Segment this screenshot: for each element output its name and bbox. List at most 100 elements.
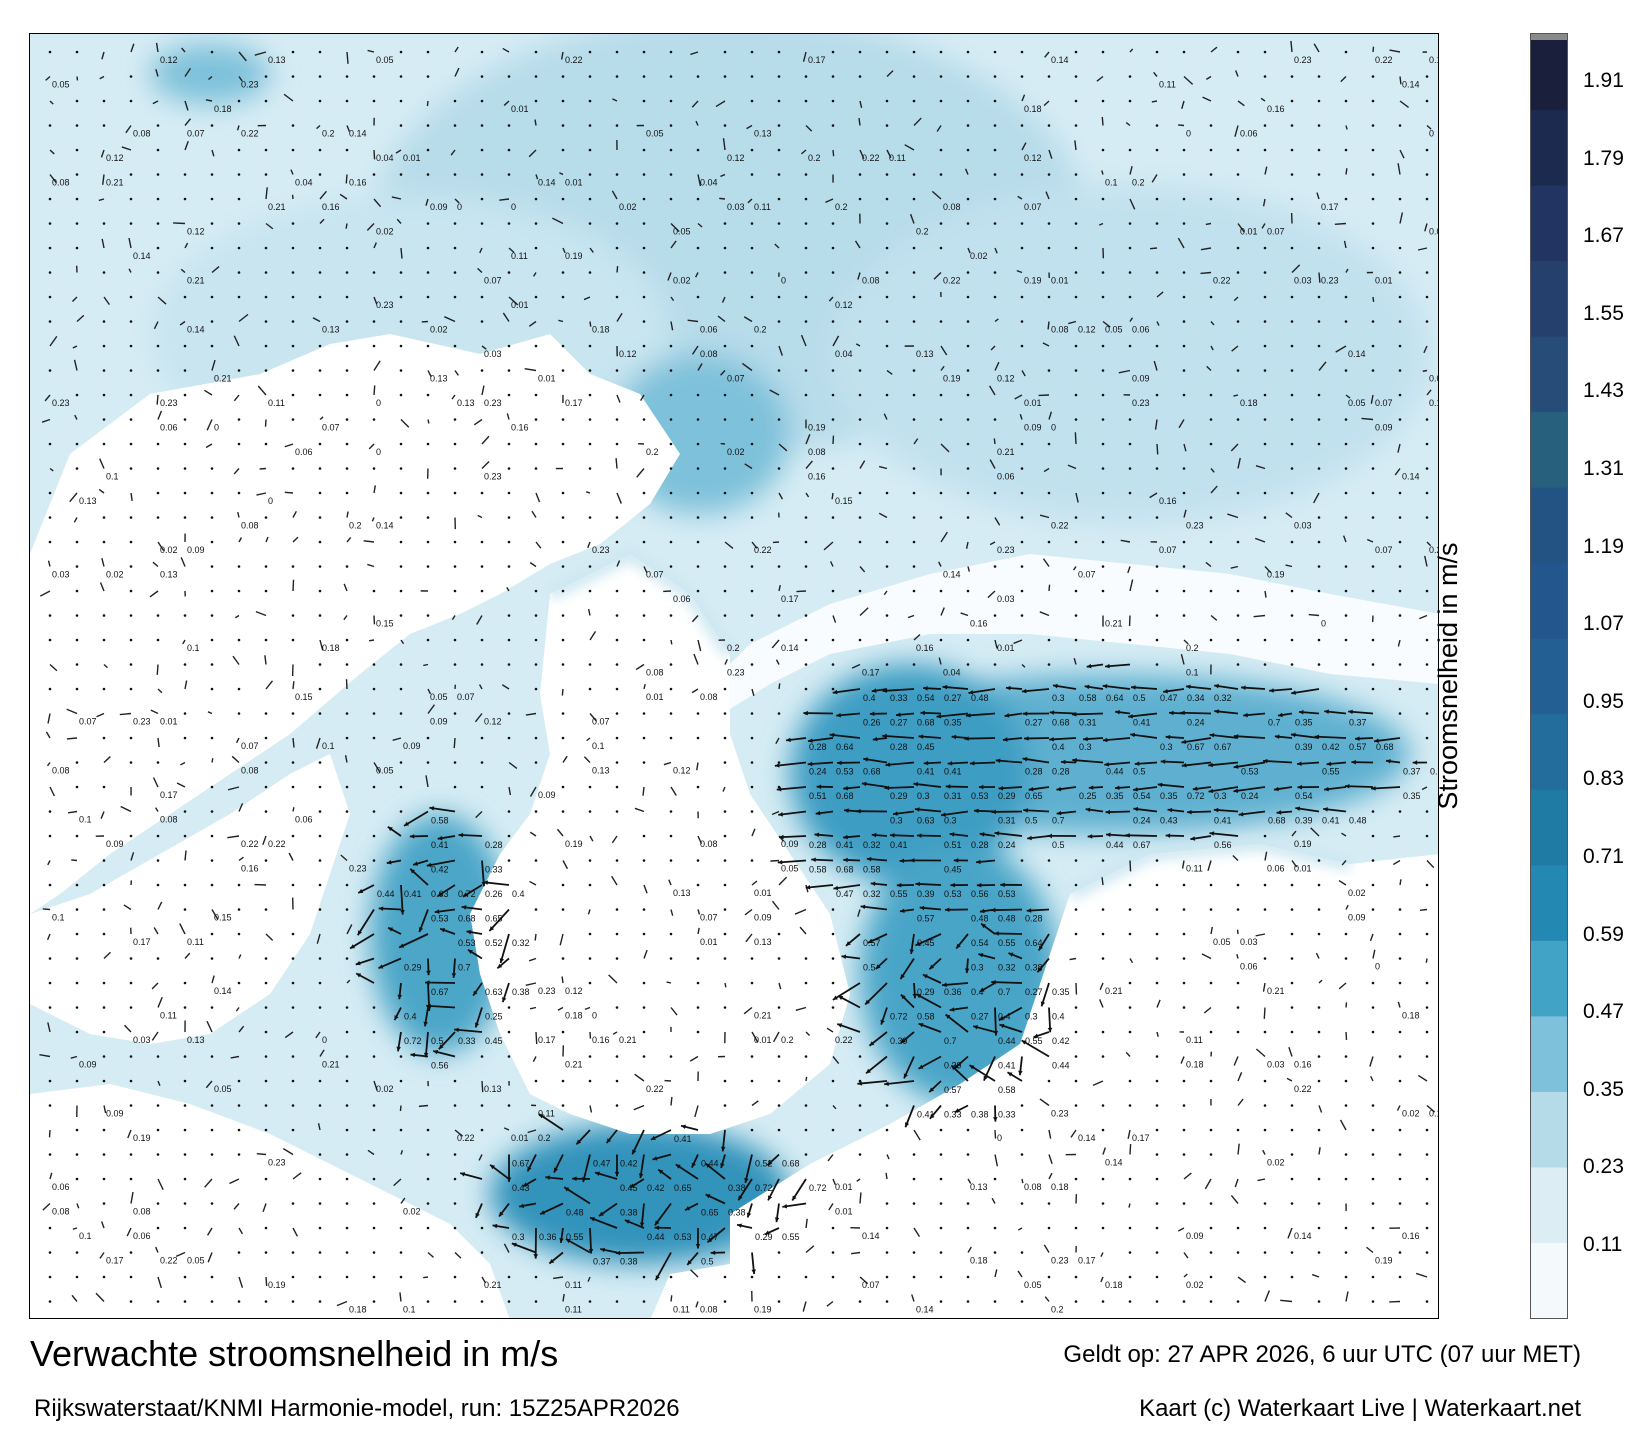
grid-dot (1398, 908, 1402, 911)
grid-dot (885, 1104, 889, 1107)
grid-dot (750, 1079, 754, 1083)
current-speed-label: 0.01 (1051, 276, 1069, 286)
current-speed-label: 0.04 (376, 153, 394, 163)
grid-dot (696, 736, 700, 740)
current-speed-label: 0 (376, 398, 381, 408)
grid-dot (642, 1275, 646, 1279)
current-arrow (965, 541, 969, 549)
current-arrow-head (1314, 734, 1320, 740)
grid-dot (183, 1202, 187, 1205)
grid-dot (210, 295, 214, 299)
grid-dot (858, 197, 862, 201)
grid-dot (912, 1202, 916, 1205)
current-arrow (98, 198, 105, 202)
current-arrow (589, 630, 597, 641)
current-arrow (230, 1055, 240, 1059)
grid-dot (669, 75, 673, 78)
grid-dot (1425, 589, 1429, 593)
current-arrow (695, 1301, 699, 1308)
grid-dot (615, 1300, 619, 1303)
grid-dot (507, 148, 511, 152)
grid-dot (453, 1153, 457, 1156)
grid-dot (210, 50, 214, 54)
current-arrow (319, 416, 324, 421)
current-speed-label: 0.26 (485, 889, 503, 899)
current-arrow-head (434, 909, 440, 914)
current-speed-label: 0.09 (187, 545, 205, 555)
current-speed-map[interactable]: 0.120.130.050.220.170.140.230.220.120.05… (29, 33, 1439, 1319)
grid-dot (723, 834, 727, 838)
current-arrow (747, 198, 753, 204)
grid-dot (264, 1128, 268, 1132)
current-arrow (805, 1076, 808, 1082)
grid-dot (1371, 1006, 1375, 1009)
current-arrow (1150, 247, 1158, 250)
grid-dot (48, 124, 52, 127)
current-arrow (717, 315, 726, 323)
grid-dot (318, 981, 322, 985)
grid-dot (156, 173, 160, 176)
current-arrow (850, 1251, 861, 1255)
current-arrow (41, 418, 51, 423)
grid-dot (480, 320, 484, 323)
current-arrow (234, 614, 240, 619)
current-arrow (1203, 1006, 1212, 1014)
grid-dot (264, 75, 268, 78)
current-speed-label: 0.55 (782, 1232, 800, 1242)
grid-dot (1290, 393, 1294, 397)
current-speed-label: 0.38 (971, 1110, 989, 1120)
current-arrow (339, 193, 348, 200)
grid-dot (1020, 442, 1024, 446)
grid-dot (318, 467, 322, 470)
current-arrow (886, 70, 894, 78)
current-arrow-head (893, 811, 898, 816)
grid-dot (804, 687, 808, 691)
current-speed-label: 0.57 (1349, 742, 1367, 752)
current-arrow (1264, 566, 1272, 574)
current-speed-label: 0 (1186, 129, 1191, 139)
grid-dot (1263, 418, 1267, 421)
grid-dot (264, 981, 268, 985)
grid-dot (345, 883, 349, 887)
grid-dot (1182, 1079, 1186, 1083)
current-arrow-head (598, 1211, 604, 1217)
current-arrow (832, 982, 861, 1001)
grid-dot (1263, 834, 1267, 838)
grid-dot (453, 271, 457, 274)
current-arrow (832, 1105, 837, 1110)
grid-dot (75, 1128, 79, 1132)
current-speed-label: 0.26 (863, 718, 881, 728)
grid-dot (291, 981, 295, 985)
grid-dot (1155, 124, 1159, 127)
grid-dot (1317, 1055, 1321, 1058)
current-arrow-head (1115, 709, 1120, 715)
grid-dot (156, 124, 160, 127)
current-arrow (238, 537, 243, 543)
current-arrow (611, 835, 618, 844)
current-arrow (751, 541, 758, 549)
current-speed-label: 0.01 (511, 104, 529, 114)
grid-dot (561, 1030, 565, 1034)
current-speed-label: 0.41 (1322, 816, 1340, 826)
current-arrow (481, 461, 490, 469)
colorbar-band (1531, 789, 1567, 866)
current-arrow (282, 1148, 294, 1156)
grid-dot (561, 75, 565, 78)
current-arrow-head (413, 861, 419, 866)
current-speed-label: 0.12 (673, 766, 691, 776)
current-arrow-head (882, 733, 887, 739)
current-arrow (227, 786, 240, 791)
current-speed-label: 0.07 (484, 276, 502, 286)
current-arrow-head (437, 891, 443, 897)
grid-dot (453, 540, 457, 544)
grid-dot (1047, 1226, 1051, 1230)
current-speed-label: 0.18 (565, 1011, 583, 1021)
current-arrow (938, 561, 942, 567)
grid-dot (318, 540, 322, 544)
grid-dot (426, 1128, 430, 1132)
grid-dot (129, 467, 133, 470)
current-speed-label: 0.41 (890, 840, 908, 850)
grid-dot (372, 75, 376, 78)
current-arrow-head (836, 712, 841, 718)
grid-dot (210, 124, 214, 127)
